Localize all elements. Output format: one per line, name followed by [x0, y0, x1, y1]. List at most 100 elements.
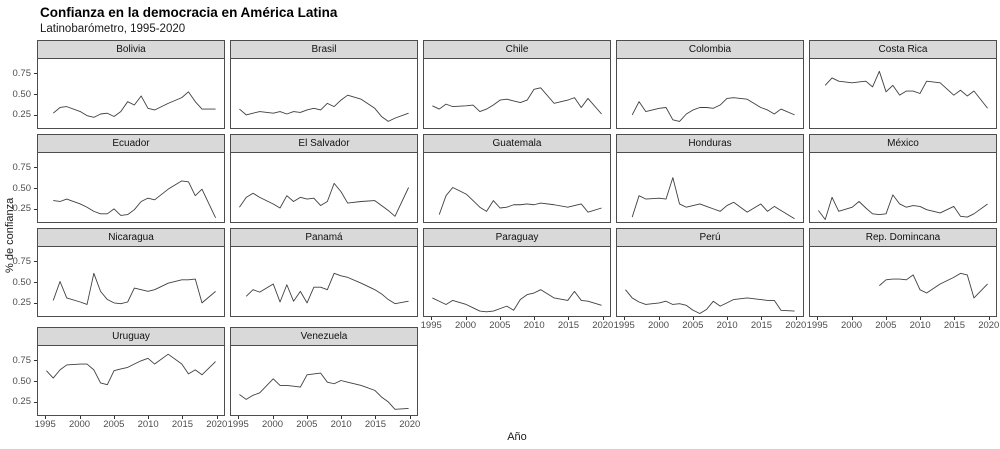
trend-line: [239, 182, 409, 217]
trend-line: [239, 94, 409, 122]
facet-strip: Nicaragua: [37, 228, 225, 247]
facet-panel: [37, 59, 225, 129]
x-tick-mark: [148, 416, 150, 419]
x-tick-label: 2005: [489, 320, 511, 331]
x-tick-label: 2010: [137, 419, 159, 430]
facet-strip: Venezuela: [230, 327, 418, 346]
facet-strip-label: El Salvador: [298, 138, 350, 149]
x-tick-label: 1995: [420, 320, 442, 331]
facet-strip-label: Venezuela: [300, 331, 348, 342]
facet-panel: [809, 247, 997, 317]
x-tick-label: 2015: [171, 419, 194, 430]
x-tick-label: 2005: [682, 320, 704, 331]
facet-strip: Honduras: [616, 134, 804, 153]
facet-strip-label: Honduras: [688, 138, 732, 149]
x-tick-label: 2015: [557, 320, 580, 331]
trend-line: [631, 97, 795, 122]
y-tick-label: 0.75: [12, 255, 32, 267]
x-tick-label: 2010: [716, 320, 738, 331]
x-tick-label: 2000: [647, 320, 670, 331]
x-tick-label: 2010: [909, 320, 931, 331]
x-tick-mark: [272, 416, 274, 419]
facet-panel: [423, 247, 611, 317]
y-tick-mark: [34, 73, 37, 75]
trend-line: [879, 272, 988, 299]
x-tick-mark: [431, 317, 433, 320]
facet-strip-label: Paraguay: [495, 232, 539, 243]
facet-panel: [809, 153, 997, 223]
x-tick-mark: [79, 416, 81, 419]
trend-line: [438, 187, 602, 215]
facet-strip: Colombia: [616, 40, 804, 59]
chart-subtitle: Latinobarómetro, 1995-2020: [40, 23, 186, 35]
facet-strip-label: Guatemala: [492, 138, 542, 149]
x-tick-label: 2015: [364, 419, 387, 430]
facet-panel: [616, 153, 804, 223]
x-tick-label: 2020: [978, 320, 1000, 331]
facet-panel: [423, 153, 611, 223]
x-tick-label: 2005: [875, 320, 897, 331]
x-tick-label: 2005: [103, 419, 125, 430]
facet-strip-label: Brasil: [311, 44, 337, 55]
x-tick-label: 2015: [750, 320, 773, 331]
y-tick-mark: [34, 188, 37, 189]
facet-strip-label: Chile: [505, 44, 529, 55]
x-tick-mark: [920, 317, 922, 320]
x-tick-mark: [851, 317, 853, 320]
y-tick-label: 0.75: [12, 161, 32, 173]
facet-panel: [616, 247, 804, 317]
facet-strip: Rep. Domincana: [809, 228, 997, 247]
x-tick-label: 2015: [943, 320, 966, 331]
facet-panel: [230, 153, 418, 223]
facet-strip: Ecuador: [37, 134, 225, 153]
trend-line: [53, 180, 216, 219]
facet-panel: [616, 59, 804, 129]
x-tick-label: 2000: [454, 320, 477, 331]
y-tick-mark: [34, 208, 37, 210]
facet-strip: Costa Rica: [809, 40, 997, 59]
y-tick-label: 0.50: [12, 276, 32, 288]
facet-strip-label: Perú: [699, 232, 721, 243]
x-tick-mark: [988, 317, 990, 320]
x-tick-label: 1995: [613, 320, 635, 331]
x-tick-label: 2020: [592, 320, 614, 331]
x-tick-label: 2005: [296, 419, 318, 430]
x-axis-title: Año: [507, 431, 527, 443]
y-tick-label: 0.25: [12, 297, 32, 309]
x-tick-label: 2020: [399, 419, 421, 430]
facet-panel: [230, 247, 418, 317]
x-tick-mark: [624, 317, 626, 320]
y-tick-mark: [34, 360, 37, 362]
x-tick-mark: [216, 416, 218, 419]
facet-strip-label: Costa Rica: [878, 44, 928, 55]
y-tick-label: 0.75: [12, 354, 32, 366]
x-tick-mark: [465, 317, 467, 320]
trend-line: [631, 177, 795, 220]
facet-strip: Uruguay: [37, 327, 225, 346]
facet-strip-label: Bolivia: [116, 44, 146, 55]
y-tick-mark: [34, 381, 37, 382]
trend-line: [432, 289, 602, 313]
y-tick-mark: [34, 401, 37, 403]
y-tick-label: 0.75: [12, 67, 32, 79]
x-tick-mark: [238, 416, 240, 419]
y-tick-label: 0.50: [12, 182, 32, 194]
x-tick-mark: [795, 317, 797, 320]
facet-strip-label: Rep. Domincana: [865, 232, 941, 243]
y-tick-mark: [34, 114, 37, 116]
x-tick-mark: [817, 317, 819, 320]
x-tick-label: 2000: [261, 419, 284, 430]
facet-strip-label: Nicaragua: [108, 232, 154, 243]
x-tick-label: 1995: [34, 419, 56, 430]
trend-line: [818, 194, 988, 220]
facet-panel: [230, 346, 418, 416]
x-tick-mark: [602, 317, 604, 320]
y-tick-label: 0.50: [12, 375, 32, 387]
trend-line: [239, 372, 409, 410]
trend-line: [824, 70, 988, 109]
facet-strip-label: Colombia: [688, 44, 732, 55]
facet-panel: [37, 153, 225, 223]
x-tick-mark: [375, 416, 377, 419]
facet-panel: [37, 247, 225, 317]
y-tick-mark: [34, 302, 37, 304]
